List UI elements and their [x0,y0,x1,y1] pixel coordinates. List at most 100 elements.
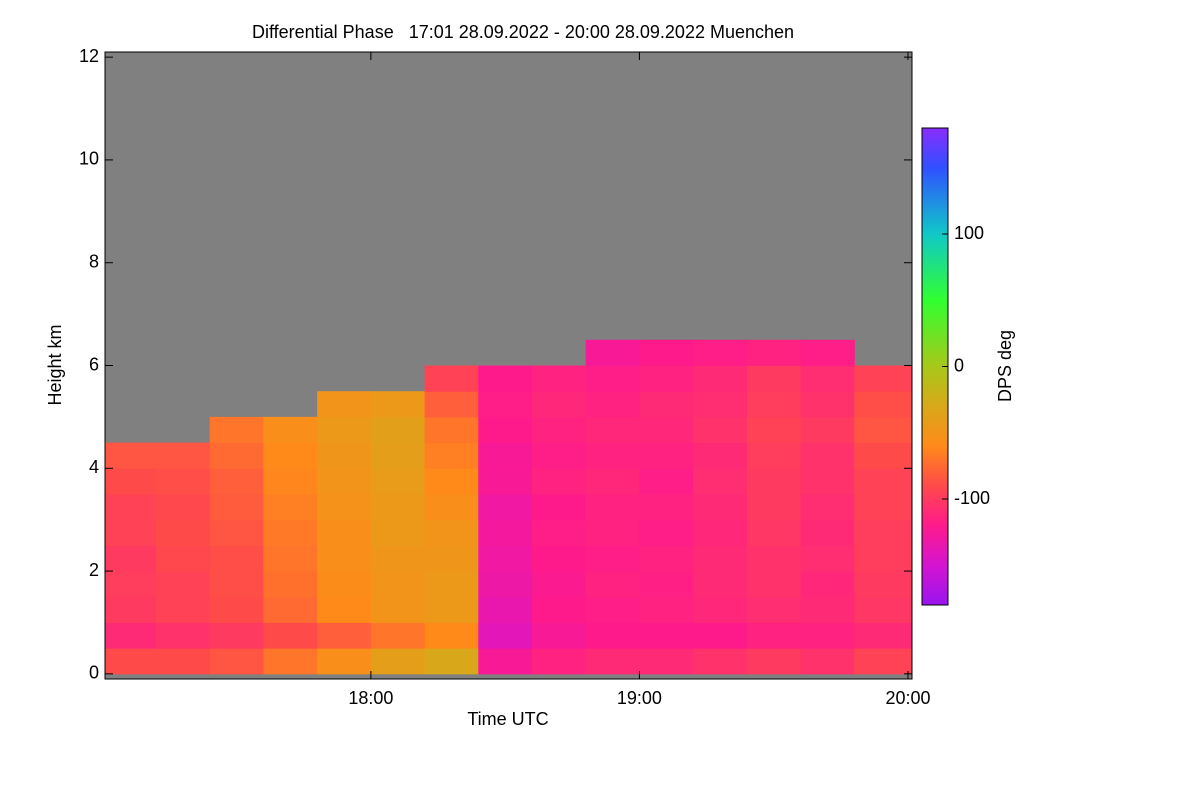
heatmap-cell [800,493,855,521]
chart-title: Differential Phase 17:01 28.09.2022 - 20… [252,22,794,42]
heatmap-cell [639,571,694,598]
heatmap-cell [478,622,533,649]
heatmap-cell [531,519,587,546]
heatmap-cell [800,622,855,649]
heatmap-cell [693,545,748,572]
heatmap-cell [478,519,533,546]
heatmap-cell [209,545,264,572]
heatmap-cell [105,442,157,469]
heatmap-cell [693,493,748,521]
heatmap-cell [746,339,802,366]
heatmap-cell [156,648,211,675]
heatmap-cell [424,571,479,598]
heatmap-cell [317,391,372,418]
heatmap-cell [854,416,913,444]
heatmap-cell [585,391,640,418]
heatmap-cell [105,468,157,495]
colorbar-tick-label: -100 [954,488,990,508]
heatmap-cell [263,416,318,444]
heatmap-cell [746,493,802,521]
heatmap-cell [370,442,426,469]
heatmap-cell [639,391,694,418]
heatmap-cell [746,468,802,495]
x-axis-label: Time UTC [467,709,548,729]
heatmap-cell [531,571,587,598]
heatmap-cell [585,468,640,495]
heatmap-cell [800,545,855,572]
heatmap-cell [317,442,372,469]
heatmap-cell [746,519,802,546]
heatmap-cell [639,365,694,392]
heatmap-cell [478,365,533,392]
heatmap-cell [370,493,426,521]
heatmap-cell [746,442,802,469]
heatmap-cell [424,468,479,495]
heatmap-cell [800,442,855,469]
heatmap-cell [854,571,913,598]
heatmap-cell [531,468,587,495]
heatmap-cell [854,596,913,623]
heatmap-cell [370,519,426,546]
heatmap-cell [585,416,640,444]
heatmap-cell [156,493,211,521]
heatmap-cell [156,622,211,649]
heatmap-cell [746,545,802,572]
heatmap-cell [263,596,318,623]
colorbar-tick-label: 0 [954,355,964,375]
heatmap-cell [531,545,587,572]
heatmap-cell [478,545,533,572]
heatmap-cell [424,648,479,675]
heatmap-cell [800,468,855,495]
heatmap-cell [478,442,533,469]
heatmap-cell [639,442,694,469]
heatmap-cell [263,468,318,495]
heatmap-cell [263,519,318,546]
heatmap-cell [156,545,211,572]
heatmap-cell [854,648,913,675]
heatmap-cell [746,622,802,649]
heatmap-cell [639,648,694,675]
heatmap-cell [156,571,211,598]
y-tick-label: 2 [89,560,99,580]
heatmap-cell [585,365,640,392]
heatmap-cell [854,365,913,392]
heatmap-cell [693,648,748,675]
heatmap-cell [531,365,587,392]
heatmap-cell [209,468,264,495]
heatmap-cell [854,391,913,418]
heatmap-cell [854,545,913,572]
y-axis-label: Height km [45,324,65,405]
heatmap-cell [209,519,264,546]
heatmap-cell [693,365,748,392]
heatmap-cell [370,416,426,444]
heatmap-cell [746,571,802,598]
heatmap-cell [693,571,748,598]
heatmap-cell [105,622,157,649]
heatmap-cell [639,519,694,546]
heatmap-cell [263,571,318,598]
heatmap-cell [746,416,802,444]
heatmap-cell [424,416,479,444]
x-tick-label: 18:00 [348,688,393,708]
heatmap-cell [531,648,587,675]
heatmap-cell [854,519,913,546]
heatmap-cell [156,468,211,495]
colorbar-tick-label: 100 [954,223,984,243]
heatmap-cell [263,442,318,469]
heatmap-cell [424,596,479,623]
heatmap-cell [209,416,264,444]
heatmap-cell [317,519,372,546]
heatmap-cell [800,416,855,444]
heatmap-cell [585,622,640,649]
y-tick-label: 8 [89,251,99,271]
heatmap-cell [370,468,426,495]
heatmap-cell [370,391,426,418]
heatmap-cell [263,545,318,572]
heatmap-cell [317,571,372,598]
heatmap-cell [156,519,211,546]
heatmap-cell [585,442,640,469]
heatmap-cell [585,545,640,572]
y-tick-label: 0 [89,663,99,683]
heatmap-cell [209,442,264,469]
heatmap-cell [746,391,802,418]
